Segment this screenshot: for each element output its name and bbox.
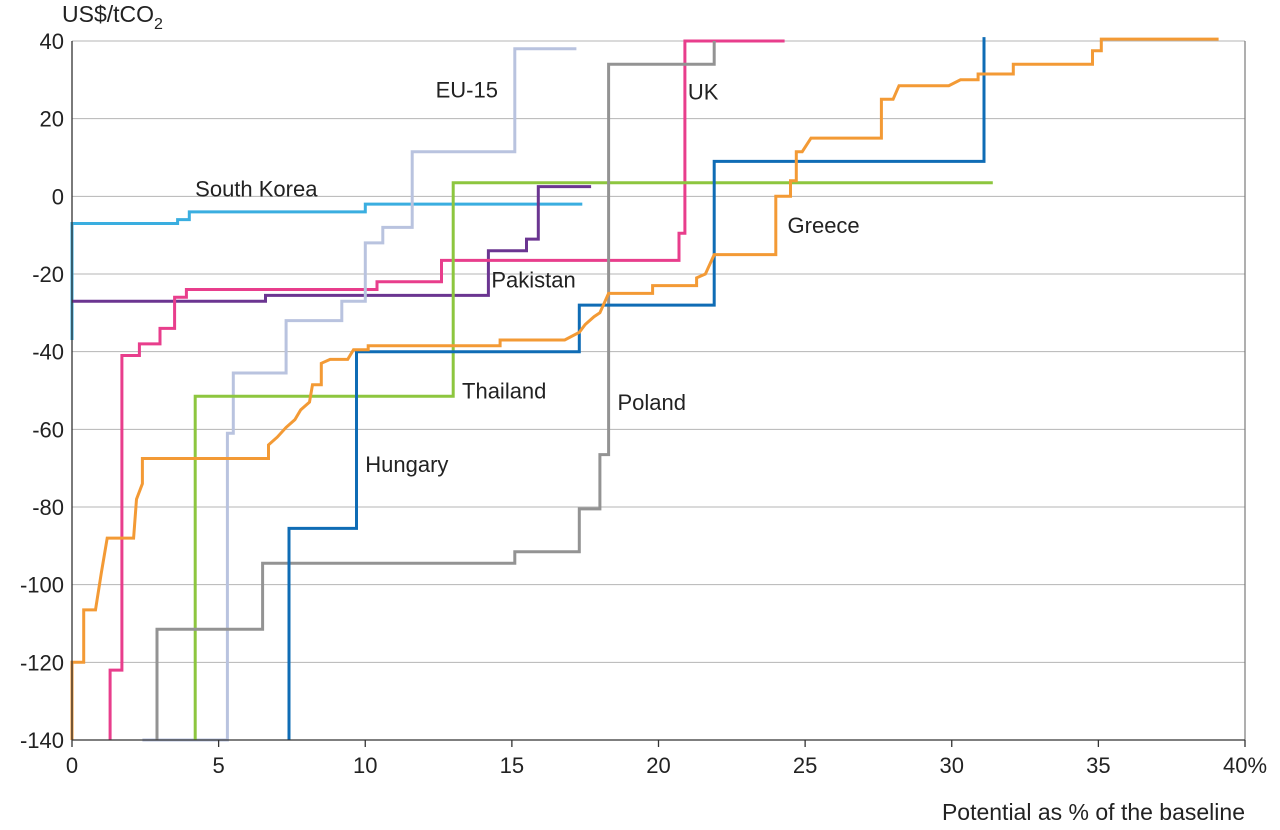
- y-tick-label: -40: [32, 340, 64, 365]
- y-tick-label: -80: [32, 495, 64, 520]
- series-line-uk: [108, 39, 785, 740]
- series-label-eu-15: EU-15: [436, 77, 498, 102]
- x-tick-labels: 0 5 10 15 20 25 30 35 40%: [66, 753, 1267, 778]
- y-axis-title: US$/tCO2: [62, 1, 163, 33]
- x-tick-label: 15: [500, 753, 524, 778]
- y-tick-label: -20: [32, 262, 64, 287]
- series-label-thailand: Thailand: [462, 378, 546, 403]
- x-tick-label: 35: [1086, 753, 1110, 778]
- series-label-uk: UK: [688, 79, 719, 104]
- x-tick-label: 20: [646, 753, 670, 778]
- x-axis-title: Potential as % of the baseline: [942, 799, 1245, 825]
- y-tick-label: 20: [40, 107, 64, 132]
- series-label-pakistan: Pakistan: [491, 268, 575, 293]
- series-label-south-korea: South Korea: [195, 176, 318, 201]
- x-tick-label: 30: [940, 753, 964, 778]
- series-line-greece: [70, 37, 1219, 740]
- y-tick-label: 0: [52, 184, 64, 209]
- x-tick-label: 5: [213, 753, 225, 778]
- y-tick-label: -100: [20, 573, 64, 598]
- series-line-poland: [155, 41, 716, 740]
- series-line-pakistan: [72, 185, 592, 303]
- series-line-thailand: [193, 181, 993, 740]
- series-line-hungary: [287, 37, 986, 740]
- series-label-hungary: Hungary: [365, 452, 448, 477]
- series-line-eu-15: [142, 47, 577, 742]
- x-tick-label: 40%: [1223, 753, 1267, 778]
- y-tick-label: 40: [40, 29, 64, 54]
- y-tick-label: -140: [20, 728, 64, 753]
- y-axis-title-subscript: 2: [154, 16, 163, 33]
- x-tick-label: 25: [793, 753, 817, 778]
- y-axis-title-main: US$/tCO: [62, 1, 154, 27]
- series-label-poland: Poland: [617, 390, 686, 415]
- x-tick-label: 10: [353, 753, 377, 778]
- y-tick-label: -60: [32, 417, 64, 442]
- y-tick-labels: 40 20 0 -20 -40 -60 -80 -100 -120 -140: [20, 29, 64, 753]
- series-labels: South Korea Pakistan UK EU-15 Thailand Poland…: [195, 77, 860, 477]
- y-tick-label: -120: [20, 650, 64, 675]
- x-tick-label: 0: [66, 753, 78, 778]
- series-lines: [70, 37, 1219, 742]
- gridlines: [72, 40, 1245, 663]
- axes: [71, 41, 1246, 747]
- series-label-greece: Greece: [788, 213, 860, 238]
- series-line-south-korea: [70, 202, 583, 340]
